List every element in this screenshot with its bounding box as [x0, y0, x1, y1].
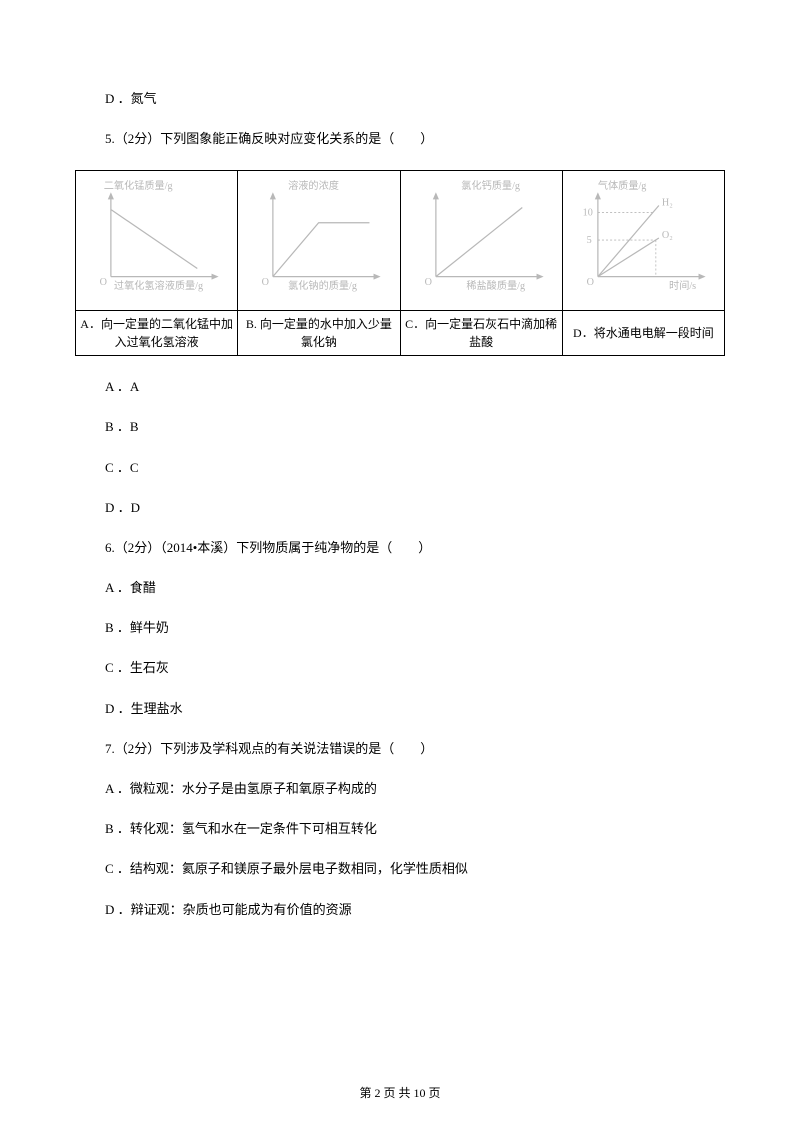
q5-table: 二氧化锰质量/g O 过氧化氢溶液质量/g 溶液的浓度 O 氯化钠的质量/g 氯… [75, 170, 725, 356]
q5-option-c: C ．C [105, 459, 695, 477]
page-footer: 第 2 页 共 10 页 [0, 1085, 800, 1102]
chart-cell-d: 气体质量/g H₂ O₂ 10 5 O 时间/s [562, 171, 724, 311]
q6-option-b: B ．鲜牛奶 [105, 619, 695, 637]
ytick-5: 5 [586, 235, 591, 246]
q5-option-a: A ．A [105, 378, 695, 396]
x-axis-label: 氯化钠的质量/g [288, 279, 357, 292]
origin-label: O [424, 277, 431, 288]
chart-cell-b: 溶液的浓度 O 氯化钠的质量/g [238, 171, 400, 311]
origin-label: O [262, 277, 269, 288]
q7-option-c: C ．结构观：氦原子和镁原子最外层电子数相同，化学性质相似 [105, 860, 695, 878]
y-axis-label: 气体质量/g [598, 180, 647, 193]
series-h2: H₂ [662, 198, 673, 209]
q7-option-d: D ．辩证观：杂质也可能成为有价值的资源 [105, 901, 695, 919]
origin-label: O [586, 277, 593, 288]
caption-a: A．向一定量的二氧化锰中加入过氧化氢溶液 [76, 311, 238, 356]
origin-label: O [100, 277, 107, 288]
q7-option-a: A ．微粒观：水分子是由氢原子和氧原子构成的 [105, 780, 695, 798]
x-axis-label: 过氧化氢溶液质量/g [114, 279, 203, 292]
q6-stem: 6.（2分）（2014•本溪）下列物质属于纯净物的是（ ） [105, 539, 695, 557]
caption-c: C．向一定量石灰石中滴加稀盐酸 [400, 311, 562, 356]
y-axis-label: 氯化钙质量/g [461, 180, 520, 193]
q6-option-c: C ．生石灰 [105, 659, 695, 677]
q5-option-b: B ．B [105, 418, 695, 436]
chart-a: 二氧化锰质量/g O 过氧化氢溶液质量/g [82, 177, 231, 299]
q7-option-b: B ．转化观：氢气和水在一定条件下可相互转化 [105, 820, 695, 838]
ytick-10: 10 [582, 208, 592, 219]
chart-cell-c: 氯化钙质量/g O 稀盐酸质量/g [400, 171, 562, 311]
x-axis-label: 时间/s [669, 279, 696, 292]
q7-stem: 7.（2分）下列涉及学科观点的有关说法错误的是（ ） [105, 740, 695, 758]
q4-option-d: D ．氮气 [105, 90, 695, 108]
x-axis-label: 稀盐酸质量/g [466, 279, 525, 292]
chart-d: 气体质量/g H₂ O₂ 10 5 O 时间/s [569, 177, 718, 299]
caption-b: B. 向一定量的水中加入少量氯化钠 [238, 311, 400, 356]
y-axis-label: 溶液的浓度 [288, 180, 339, 193]
q5-stem: 5.（2分）下列图象能正确反映对应变化关系的是（ ） [105, 130, 695, 148]
series-o2: O₂ [662, 230, 673, 241]
chart-cell-a: 二氧化锰质量/g O 过氧化氢溶液质量/g [76, 171, 238, 311]
chart-c: 氯化钙质量/g O 稀盐酸质量/g [407, 177, 556, 299]
caption-d: D．将水通电电解一段时间 [562, 311, 724, 356]
chart-b: 溶液的浓度 O 氯化钠的质量/g [244, 177, 393, 299]
q6-option-d: D ．生理盐水 [105, 700, 695, 718]
q6-option-a: A ．食醋 [105, 579, 695, 597]
q5-option-d: D ．D [105, 499, 695, 517]
y-axis-label: 二氧化锰质量/g [104, 180, 173, 193]
